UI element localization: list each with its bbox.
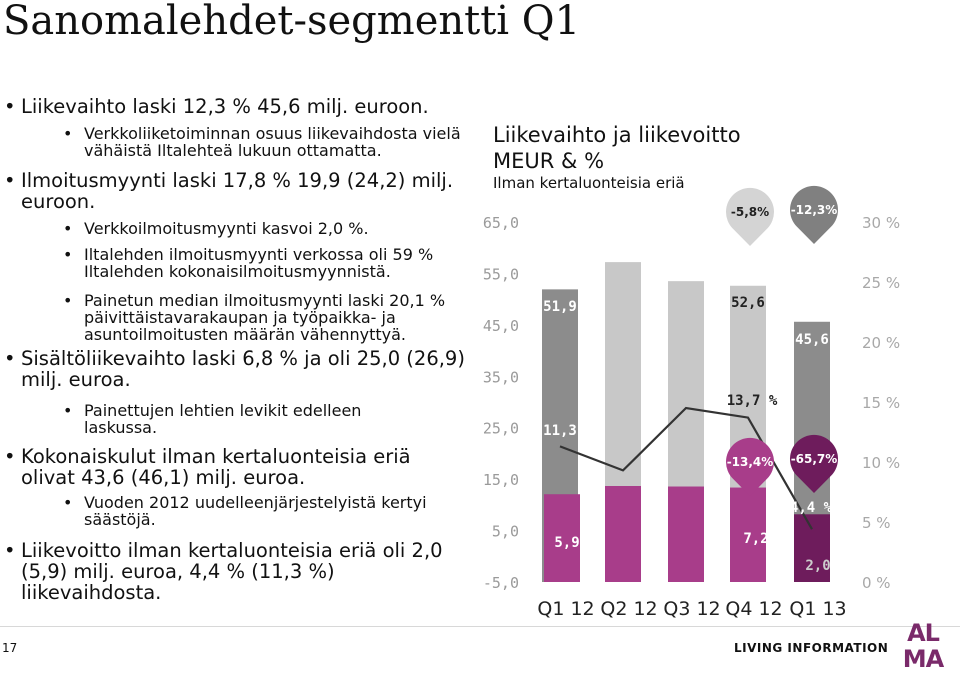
bullet-text-line: Vuoden 2012 uudelleenjärjestelyistä kert… bbox=[84, 493, 427, 512]
bullet-dot-icon: • bbox=[4, 95, 16, 118]
profit-bar bbox=[668, 486, 704, 582]
y-left-tick-label: 65,0 bbox=[483, 214, 519, 232]
bullet-text-line: liikevaihdosta. bbox=[21, 581, 162, 604]
profit-change-pin-label: -13,4% bbox=[727, 455, 774, 469]
chart-note: Ilman kertaluonteisia eriä bbox=[493, 174, 685, 192]
x-category-label: Q2 12 bbox=[600, 598, 657, 620]
alma-logo: AL MA bbox=[903, 619, 946, 673]
svg-text:AL: AL bbox=[907, 619, 940, 647]
y-left-tick-label: 35,0 bbox=[483, 368, 519, 386]
bullet-text-line: Verkkoliiketoiminnan osuus liikevaihdost… bbox=[84, 124, 461, 143]
bullet-text-line: säästöjä. bbox=[84, 510, 156, 529]
revenue-profit-chart: 65,0 55,0 45,0 35,0 25,0 15,0 5,0 -5,0 30 % 25 % 2… bbox=[483, 185, 900, 620]
bullet-item: • Verkkoliiketoiminnan osuus liikevaihdos… bbox=[0, 125, 470, 159]
profit-bar bbox=[794, 514, 830, 582]
revenue-change-pin bbox=[790, 185, 838, 244]
y-left-tick-label: 25,0 bbox=[483, 420, 519, 438]
chart-title: Liikevaihto ja liikevoitto bbox=[493, 123, 741, 147]
data-label: 52,6 bbox=[731, 295, 765, 311]
bullet-dot-icon: • bbox=[63, 245, 73, 264]
bullet-text-line: Iltalehden kokonaisilmoitusmyynnistä. bbox=[84, 262, 391, 281]
x-category-label: Q3 12 bbox=[663, 598, 720, 620]
y-right-tick-label: 5 % bbox=[862, 514, 891, 532]
bullet-text-line: euroon. bbox=[21, 190, 96, 213]
bullet-item: • Iltalehden ilmoitusmyynti verkossa oli … bbox=[0, 246, 470, 280]
profit-bar bbox=[730, 487, 766, 582]
y-left-tick-label: 5,0 bbox=[492, 523, 519, 541]
data-label: 5,9 bbox=[554, 535, 579, 551]
data-label: 45,6 bbox=[795, 332, 829, 348]
bullet-text-line: asuntoilmoitusten määrän vähennyttyä. bbox=[84, 325, 407, 344]
bullet-text-line: Painettujen lehtien levikit edelleen bbox=[84, 401, 362, 420]
data-label: 11,3 bbox=[543, 423, 577, 439]
bullet-text-line: Iltalehden ilmoitusmyynti verkossa oli 5… bbox=[84, 245, 434, 264]
bullet-text-line: Ilmoitusmyynti laski 17,8 % 19,9 (24,2) … bbox=[21, 169, 454, 192]
bullet-item: • Liikevaihto laski 12,3 % 45,6 milj. eur… bbox=[0, 96, 470, 117]
slide-title: Sanomalehdet-segmentti Q1 bbox=[3, 0, 581, 44]
footer-tagline: LIVING INFORMATION bbox=[734, 641, 889, 655]
bullet-item: • Ilmoitusmyynti laski 17,8 % 19,9 (24,2)… bbox=[0, 170, 470, 212]
y-left-tick-label: 55,0 bbox=[483, 265, 519, 283]
profit-change-pin-label: -65,7% bbox=[791, 452, 838, 466]
y-left-tick-label: 15,0 bbox=[483, 471, 519, 489]
y-left-tick-label: 45,0 bbox=[483, 317, 519, 335]
data-label: 4,4 % bbox=[790, 500, 833, 516]
bullet-text-line: Verkkoilmoitusmyynti kasvoi 2,0 %. bbox=[84, 219, 369, 238]
profit-bar bbox=[544, 494, 580, 582]
bullet-dot-icon: • bbox=[4, 445, 16, 468]
bullet-text-line: Sisältöliikevaihto laski 6,8 % ja oli 25… bbox=[21, 347, 465, 370]
profit-change-pin bbox=[790, 434, 839, 493]
bullet-text-line: Liikevoitto ilman kertaluonteisia eriä o… bbox=[21, 539, 443, 562]
bullet-text-line: olivat 43,6 (46,1) milj. euroa. bbox=[21, 466, 306, 489]
profit-bar bbox=[605, 486, 641, 582]
y-right-tick-label: 10 % bbox=[862, 454, 900, 472]
bullet-item: • Kokonaiskulut ilman kertaluonteisia eri… bbox=[0, 446, 470, 488]
data-label: 2,0 bbox=[805, 558, 830, 574]
bullet-dot-icon: • bbox=[4, 539, 16, 562]
bullet-text-line: (5,9) milj. euroa, 4,4 % (11,3 %) bbox=[21, 560, 335, 583]
bullet-item: • Painetun median ilmoitusmyynti laski 20… bbox=[0, 292, 470, 343]
bullet-text-line: päivittäistavarakaupan ja työpaikka- ja bbox=[84, 308, 396, 327]
bullet-item: • Sisältöliikevaihto laski 6,8 % ja oli 2… bbox=[0, 348, 470, 390]
bullet-dot-icon: • bbox=[63, 124, 73, 143]
x-category-label: Q1 13 bbox=[789, 598, 846, 620]
data-label: 7,2 bbox=[743, 531, 768, 547]
y-right-tick-label: 0 % bbox=[862, 574, 891, 592]
bullet-dot-icon: • bbox=[4, 169, 16, 192]
chart-subtitle: MEUR & % bbox=[493, 149, 605, 173]
bullet-item: • Vuoden 2012 uudelleenjärjestelyistä ker… bbox=[0, 494, 470, 528]
x-category-label: Q4 12 bbox=[725, 598, 782, 620]
bullet-dot-icon: • bbox=[63, 219, 73, 238]
y-right-tick-label: 25 % bbox=[862, 274, 900, 292]
bullet-item: • Liikevoitto ilman kertaluonteisia eriä … bbox=[0, 540, 470, 603]
revenue-change-pin bbox=[726, 187, 774, 246]
bullet-text-line: Kokonaiskulut ilman kertaluonteisia eriä bbox=[21, 445, 411, 468]
footer-divider bbox=[0, 626, 960, 627]
bullet-item: • Verkkoilmoitusmyynti kasvoi 2,0 %. bbox=[0, 220, 470, 237]
page-number: 17 bbox=[2, 641, 18, 655]
bullet-dot-icon: • bbox=[63, 401, 73, 420]
revenue-change-pin-label: -5,8% bbox=[731, 205, 769, 219]
bullet-dot-icon: • bbox=[63, 493, 73, 512]
bullet-item: • Painettujen lehtien levikit edelleen las… bbox=[0, 402, 470, 436]
chart-header: Liikevaihto ja liikevoitto MEUR & % Ilma… bbox=[493, 122, 741, 192]
bullet-text-line: Painetun median ilmoitusmyynti laski 20,… bbox=[84, 291, 446, 310]
data-label: 13,7 % bbox=[727, 393, 778, 409]
y-right-tick-label: 15 % bbox=[862, 394, 900, 412]
y-left-tick-label: -5,0 bbox=[483, 574, 519, 592]
bullet-text-line: laskussa. bbox=[84, 418, 158, 437]
profit-change-pin bbox=[726, 437, 774, 496]
y-right-tick-label: 20 % bbox=[862, 334, 900, 352]
data-label: 51,9 bbox=[543, 299, 577, 315]
svg-text:MA: MA bbox=[903, 645, 945, 673]
x-category-label: Q1 12 bbox=[537, 598, 594, 620]
y-right-tick-label: 30 % bbox=[862, 214, 900, 232]
bullet-text-line: Liikevaihto laski 12,3 % 45,6 milj. euro… bbox=[21, 95, 429, 118]
bullet-dot-icon: • bbox=[4, 347, 16, 370]
revenue-change-pin-label: -12,3% bbox=[791, 203, 838, 217]
bullet-text-line: vähäistä Iltalehteä lukuun ottamatta. bbox=[84, 141, 382, 160]
bullet-text-line: milj. euroa. bbox=[21, 368, 131, 391]
bullet-dot-icon: • bbox=[63, 291, 73, 310]
